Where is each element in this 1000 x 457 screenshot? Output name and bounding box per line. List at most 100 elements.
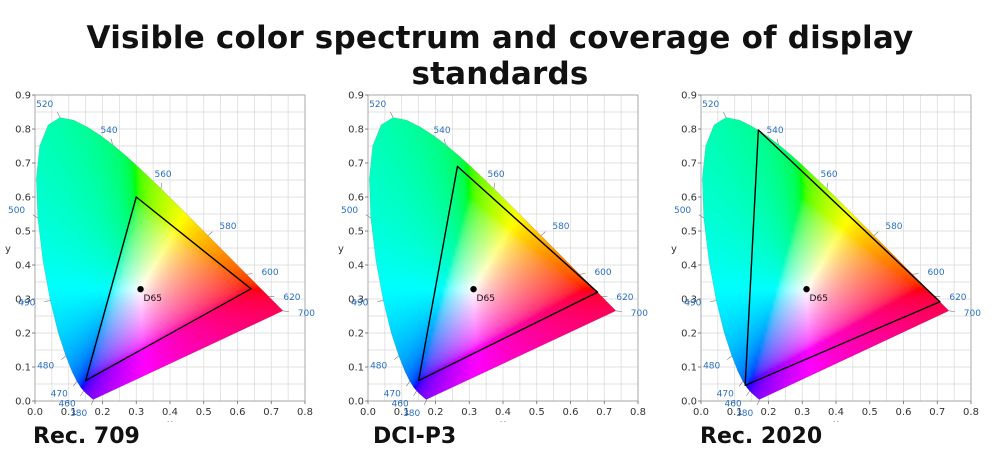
spectral-locus-outline	[369, 117, 617, 400]
wavelength-label: 620	[949, 293, 966, 303]
wavelength-label: 460	[392, 400, 409, 410]
x-tick-label: 0.6	[230, 407, 246, 418]
wavelength-label: 460	[725, 400, 742, 410]
wavelength-label: 470	[51, 389, 68, 399]
y-axis-label: y	[338, 244, 344, 255]
y-tick-label: 0.8	[15, 125, 31, 136]
x-tick-label: 0.6	[563, 407, 579, 418]
wavelength-tick	[393, 355, 400, 360]
wavelength-label: 480	[37, 361, 54, 371]
y-tick-label: 0.1	[681, 363, 697, 374]
wavelength-tick	[110, 138, 113, 145]
wavelength-label: 580	[219, 222, 236, 232]
wavelength-label: 470	[384, 389, 401, 399]
x-tick-label: 0.5	[529, 407, 545, 418]
wavelength-tick	[826, 182, 829, 189]
wavelength-label: 580	[552, 222, 569, 232]
gamut-triangle	[744, 129, 941, 387]
gamut-triangle	[84, 196, 252, 382]
y-tick-label: 0.3	[681, 295, 697, 306]
wavelength-tick	[246, 273, 253, 275]
x-tick-label: 0.2	[761, 407, 777, 418]
x-tick-label: 0.3	[794, 407, 810, 418]
y-tick-label: 0.4	[348, 261, 364, 272]
gamut-triangle	[417, 165, 599, 382]
x-tick-label: 0.7	[263, 407, 279, 418]
wavelength-tick	[73, 381, 78, 387]
chromaticity-chart-dcip3: 0.0 0.1 0.2 0.3 0.4 0.5 0.6 0.7 0.8 0.0 0.1 0.2 0.3 0…	[338, 91, 648, 423]
y-tick-label: 0.5	[681, 227, 697, 238]
page-title: Visible color spectrum and coverage of d…	[86, 20, 914, 92]
y-tick-label: 0.6	[348, 193, 364, 204]
y-tick-label: 0.6	[681, 193, 697, 204]
wavelength-tick	[44, 300, 51, 302]
spectral-locus-outline	[36, 117, 284, 400]
wavelength-tick	[698, 214, 704, 219]
wavelength-tick	[746, 390, 750, 397]
wavelength-tick	[60, 355, 67, 360]
panel-label-rec2020: Rec. 2020	[700, 424, 823, 449]
x-tick-label: 0.6	[896, 407, 912, 418]
y-axis-label: y	[671, 244, 677, 255]
y-tick-label: 0.6	[15, 193, 31, 204]
wavelength-tick	[377, 300, 384, 302]
white-point-label: D65	[477, 294, 495, 304]
wavelength-label: 700	[631, 309, 648, 319]
y-axis-label: y	[5, 244, 11, 255]
y-tick-label: 0.1	[348, 363, 364, 374]
y-tick-label: 0.0	[681, 397, 697, 408]
y-tick-label: 0.3	[15, 295, 31, 306]
white-point-label: D65	[810, 294, 828, 304]
white-point-label: D65	[144, 294, 162, 304]
wavelength-label: 540	[766, 126, 783, 136]
wavelength-tick	[540, 231, 546, 236]
wavelength-tick	[390, 112, 394, 118]
wavelength-label: 540	[433, 126, 450, 136]
wavelength-label: 700	[964, 309, 981, 319]
x-tick-label: 0.4	[495, 407, 511, 418]
wavelength-label: 560	[154, 170, 171, 180]
x-tick-label: 0.4	[162, 407, 178, 418]
wavelength-tick	[443, 138, 446, 145]
wavelength-tick	[80, 390, 84, 397]
y-tick-label: 0.7	[15, 159, 31, 170]
chromaticity-chart-rec2020: 0.0 0.1 0.2 0.3 0.4 0.5 0.6 0.7 0.8 0.0 0.1 0.2 0.3 0…	[671, 91, 981, 423]
y-tick-label: 0.7	[681, 159, 697, 170]
wavelength-label: 600	[927, 268, 944, 278]
wavelength-tick	[739, 381, 744, 387]
wavelength-tick	[912, 273, 919, 275]
wavelength-tick	[723, 112, 727, 118]
x-tick-label: 0.0	[360, 407, 376, 418]
wavelength-label: 380	[736, 409, 753, 419]
wavelength-tick	[948, 310, 955, 313]
panel-label-dcip3: DCI-P3	[373, 424, 457, 449]
spectral-locus-outline	[702, 117, 950, 400]
y-tick-label: 0.2	[348, 329, 364, 340]
x-axis-label: x	[500, 419, 506, 422]
chromaticity-chart-rec709: 0.0 0.1 0.2 0.3 0.4 0.5 0.6 0.7 0.8 0.0 0.1 0.2 0.3 0…	[5, 91, 315, 423]
x-tick-label: 0.7	[596, 407, 612, 418]
wavelength-tick	[726, 355, 733, 360]
x-axis-label: x	[167, 419, 173, 422]
y-tick-label: 0.9	[348, 91, 364, 102]
wavelength-tick	[32, 214, 38, 219]
y-tick-label: 0.9	[681, 91, 697, 102]
x-tick-label: 0.8	[297, 407, 313, 418]
wavelength-label: 520	[369, 100, 386, 110]
wavelength-label: 560	[487, 170, 504, 180]
wavelength-tick	[413, 390, 417, 397]
wavelength-tick	[282, 310, 289, 313]
panel-label-rec709: Rec. 709	[33, 424, 140, 449]
x-tick-label: 0.3	[461, 407, 477, 418]
y-tick-label: 0.4	[681, 261, 697, 272]
wavelength-label: 700	[298, 309, 315, 319]
wavelength-tick	[579, 273, 586, 275]
x-tick-label: 0.1	[394, 407, 410, 418]
x-tick-label: 0.8	[630, 407, 646, 418]
wavelength-tick	[160, 182, 163, 189]
y-tick-label: 0.2	[15, 329, 31, 340]
wavelength-tick	[406, 381, 411, 387]
x-tick-label: 0.4	[828, 407, 844, 418]
y-tick-label: 0.0	[15, 397, 31, 408]
x-tick-label: 0.0	[27, 407, 43, 418]
